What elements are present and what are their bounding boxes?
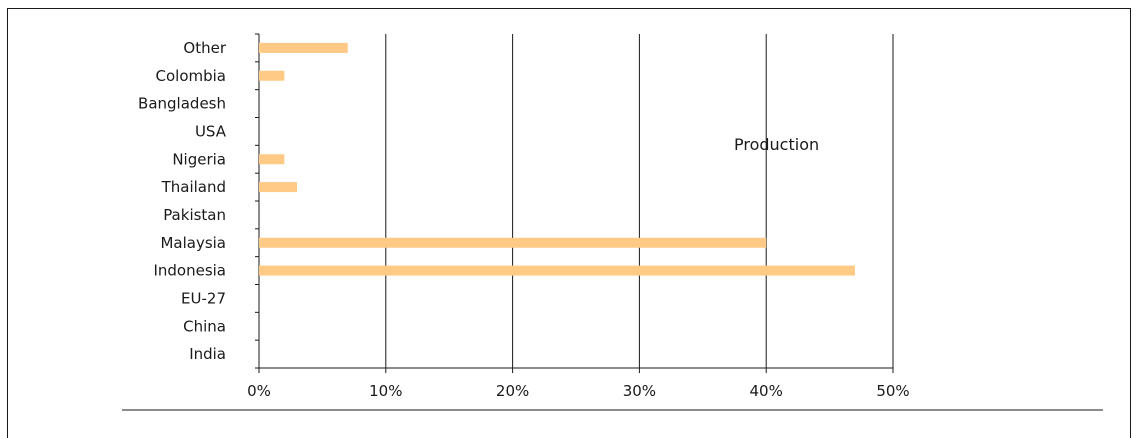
category-label: EU-27 (181, 289, 226, 307)
category-label: Thailand (161, 178, 226, 196)
x-tick-label: 50% (876, 382, 909, 400)
category-label: Indonesia (153, 262, 226, 280)
category-label: Bangladesh (138, 95, 226, 113)
x-tick-labels: 0% 10% 20% 30% 40% 50% (247, 382, 910, 400)
bar-other (259, 42, 348, 53)
category-label: China (183, 317, 226, 335)
category-labels: Other Colombia Bangladesh USA Nigeria Thailan… (138, 39, 227, 363)
bar-nigeria (259, 154, 285, 165)
category-label: Nigeria (172, 150, 226, 168)
category-label: USA (195, 122, 227, 140)
bar-indonesia (259, 265, 855, 276)
category-label: Other (183, 39, 226, 57)
category-label: Malaysia (160, 234, 226, 252)
category-label: Colombia (156, 67, 227, 85)
x-tick-label: 10% (369, 382, 402, 400)
x-tick-label: 30% (623, 382, 656, 400)
bar-thailand (259, 182, 298, 193)
x-tick-label: 0% (247, 382, 271, 400)
bar-malaysia (259, 237, 767, 248)
chart-bars (259, 42, 855, 276)
category-label: Pakistan (163, 206, 226, 224)
category-label: India (189, 345, 226, 363)
x-tick-label: 40% (750, 382, 783, 400)
chart-frame (7, 8, 1131, 438)
x-tick-label: 20% (496, 382, 529, 400)
bar-colombia (259, 70, 285, 81)
chart-gridlines (255, 33, 894, 373)
chart-annotation: Production (734, 135, 819, 154)
